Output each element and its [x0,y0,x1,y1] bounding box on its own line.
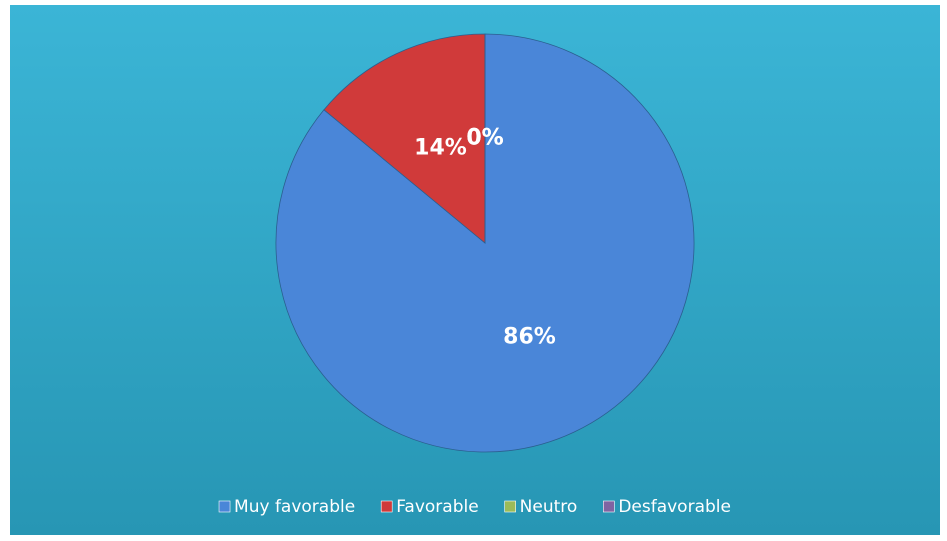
legend-swatch [603,500,615,513]
legend-swatch [504,500,516,513]
data-label: 0% [466,126,503,151]
legend-label: Desfavorable [618,497,731,517]
legend: Muy favorable Favorable Neutro Desfavorable [218,497,731,517]
data-label: 14% [414,135,467,160]
data-label: 86% [503,325,556,350]
legend-label: Muy favorable [234,497,355,517]
legend-label: Favorable [396,497,478,517]
pie-slice [275,33,695,453]
pie-slice [323,33,486,244]
legend-label: Neutro [520,497,578,517]
data-labels: 86%14% 0%0% [414,126,556,350]
data-label: 0% [466,126,503,151]
legend-swatch [218,500,231,513]
legend-swatch [380,500,393,513]
pie [275,33,695,453]
